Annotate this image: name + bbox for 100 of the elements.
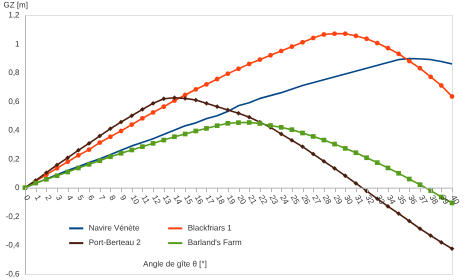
point <box>386 166 390 170</box>
x-tick-label: 34 <box>384 194 398 206</box>
point <box>290 44 294 49</box>
point <box>428 233 433 238</box>
x-tick-label: 24 <box>278 194 291 206</box>
point <box>118 150 124 156</box>
point <box>86 141 92 146</box>
x-tick-label: 15 <box>182 194 195 206</box>
point <box>76 152 81 158</box>
x-tick-label: 21 <box>246 194 259 206</box>
x-tick-label: 6 <box>86 194 96 202</box>
point <box>258 57 262 62</box>
x-tick-label: 7 <box>96 194 108 202</box>
point <box>278 132 284 136</box>
y-tick-label: 0,2 <box>8 154 20 164</box>
point <box>214 123 220 128</box>
x-tick-label: 3 <box>54 194 64 202</box>
point <box>172 95 177 100</box>
x-tick-label: 33 <box>374 194 387 206</box>
point <box>300 130 305 136</box>
legend-label: Navire Vénète <box>88 223 140 232</box>
point <box>300 144 305 150</box>
point <box>310 152 316 156</box>
point <box>129 148 134 152</box>
point <box>54 162 60 168</box>
point <box>118 120 124 124</box>
point <box>150 110 156 115</box>
x-axis-title: Angle de gîte θ [°] <box>143 260 207 268</box>
y-tick-label: 0,8 <box>8 68 20 78</box>
point <box>214 76 220 82</box>
y-tick-label: 1 <box>15 39 20 48</box>
x-tick-label: 18 <box>214 194 227 206</box>
point <box>418 182 422 187</box>
point <box>396 170 401 176</box>
point <box>150 141 156 146</box>
point <box>54 173 60 178</box>
point <box>332 31 337 36</box>
point <box>204 101 209 106</box>
x-tick-label: 25 <box>288 194 302 206</box>
point <box>418 226 422 232</box>
point <box>418 66 422 71</box>
x-tick-label: 38 <box>428 194 440 206</box>
point <box>108 134 113 140</box>
point <box>108 154 113 160</box>
legend-label: Port-Berteau 2 <box>88 238 142 248</box>
point <box>290 127 294 132</box>
point <box>364 155 369 160</box>
point <box>342 146 348 151</box>
x-tick-label: 14 <box>171 194 184 206</box>
x-tick-label: 23 <box>268 194 280 206</box>
x-tick-label: 37 <box>417 194 430 206</box>
point <box>150 101 156 106</box>
x-tick-label: 1 <box>32 194 44 202</box>
x-tick-label: 0 <box>22 194 32 202</box>
x-tick-label: 12 <box>150 194 163 206</box>
point <box>129 122 134 127</box>
point <box>332 142 337 146</box>
y-tick-label: 0,6 <box>8 96 20 106</box>
point <box>268 52 273 58</box>
point <box>246 114 252 120</box>
point <box>354 181 358 186</box>
x-tick-label: 32 <box>364 194 376 206</box>
x-tick-label: 20 <box>236 194 248 206</box>
x-tick-label: 13 <box>160 194 174 206</box>
point <box>236 120 241 125</box>
point <box>386 204 390 209</box>
x-tick-label: 10 <box>128 194 142 206</box>
point <box>386 46 390 50</box>
legend-label: Barland's Farm <box>188 238 242 248</box>
point <box>161 138 166 142</box>
point <box>396 52 401 56</box>
point <box>44 176 49 182</box>
point <box>278 125 284 130</box>
point <box>236 66 241 72</box>
x-tick-label: 5 <box>75 194 86 202</box>
x-tick-label: 36 <box>406 194 419 206</box>
point <box>118 128 124 134</box>
x-tick-label: 19 <box>224 194 238 206</box>
point <box>364 36 369 42</box>
point <box>354 150 358 156</box>
point <box>322 158 326 164</box>
point <box>428 74 433 80</box>
point <box>161 104 166 109</box>
point <box>65 170 70 174</box>
point <box>76 148 81 153</box>
x-tick-label: 22 <box>256 194 270 206</box>
point <box>438 240 444 245</box>
x-tick-label: 8 <box>107 194 118 202</box>
point <box>172 134 177 140</box>
x-tick-label: 28 <box>320 194 334 206</box>
point <box>406 176 412 182</box>
point <box>140 107 145 112</box>
point <box>342 31 348 36</box>
point <box>193 87 198 92</box>
point <box>396 211 401 216</box>
point <box>342 173 348 178</box>
point <box>193 128 198 134</box>
point <box>161 96 166 102</box>
point <box>310 36 316 40</box>
x-tick-label: 11 <box>139 194 152 206</box>
